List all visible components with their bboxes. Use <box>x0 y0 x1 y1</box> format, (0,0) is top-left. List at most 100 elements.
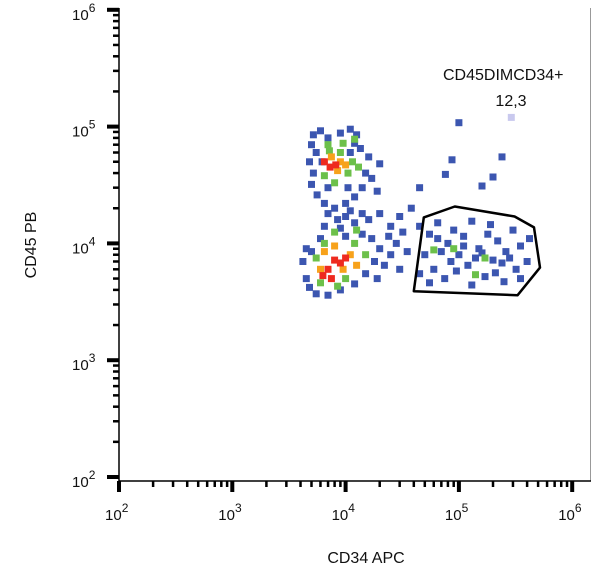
event-point <box>336 286 344 294</box>
event-point <box>334 167 342 175</box>
event-point <box>358 230 366 238</box>
event-point <box>309 131 317 139</box>
event-point <box>324 134 332 142</box>
event-point <box>426 279 433 287</box>
event-point <box>509 226 517 234</box>
event-point <box>507 113 515 121</box>
event-point <box>324 141 332 149</box>
event-point <box>441 275 449 283</box>
event-point <box>320 248 328 256</box>
event-point <box>371 258 378 265</box>
event-point <box>464 261 472 269</box>
event-point <box>487 221 494 229</box>
event-point <box>365 216 373 224</box>
event-point <box>455 251 463 259</box>
event-point <box>376 210 384 218</box>
event-point <box>468 217 476 225</box>
event-point <box>399 228 407 236</box>
event-point <box>331 242 339 250</box>
x-tick-label: 104 <box>332 501 356 524</box>
event-point <box>346 207 354 215</box>
event-point <box>342 161 350 169</box>
event-point <box>434 235 442 243</box>
event-point <box>339 139 347 147</box>
event-point <box>450 245 458 253</box>
event-point <box>526 235 533 243</box>
event-point <box>324 265 332 273</box>
x-tick-label: 102 <box>105 501 129 524</box>
event-point <box>498 153 506 161</box>
event-point <box>481 254 489 262</box>
event-point <box>517 275 524 283</box>
event-point <box>380 261 388 269</box>
axis-ticks: 102 103 104 105 106 102 103 104 105 106 <box>72 1 582 524</box>
event-point <box>334 282 342 290</box>
event-point <box>358 184 366 192</box>
event-point <box>362 270 370 278</box>
event-point <box>353 131 361 139</box>
event-point <box>339 265 347 273</box>
event-point <box>387 251 395 259</box>
event-point <box>353 261 361 269</box>
event-point <box>312 290 320 298</box>
event-point <box>447 258 455 265</box>
event-point <box>334 216 342 224</box>
event-point <box>460 242 468 250</box>
event-point <box>336 129 344 137</box>
y-axis-label: CD45 PB <box>23 212 40 279</box>
event-point <box>448 156 456 164</box>
event-point <box>478 249 486 257</box>
event-point <box>325 147 333 155</box>
event-point <box>478 182 486 190</box>
event-point <box>331 204 339 212</box>
event-point <box>358 210 366 218</box>
event-point <box>309 169 317 177</box>
event-point <box>416 270 424 278</box>
event-point <box>308 141 315 149</box>
event-point <box>317 265 324 273</box>
event-point <box>346 149 354 156</box>
event-point <box>336 149 344 156</box>
event-point <box>317 127 324 135</box>
x-tick-label: 105 <box>445 501 469 524</box>
event-point <box>351 239 359 247</box>
events-layer <box>299 113 533 299</box>
event-point <box>407 204 415 212</box>
event-point <box>351 193 359 201</box>
event-point <box>320 239 328 247</box>
event-point <box>472 271 479 279</box>
gate-name-label: CD45DIMCD34+ <box>443 67 563 84</box>
event-point <box>327 153 335 161</box>
event-point <box>336 259 344 267</box>
event-point <box>342 199 350 207</box>
event-point <box>324 291 332 299</box>
event-point <box>312 149 320 156</box>
event-point <box>403 248 411 256</box>
event-point <box>494 237 502 245</box>
event-point <box>346 251 354 259</box>
event-point <box>320 172 328 180</box>
event-point <box>426 230 433 238</box>
event-point <box>324 184 332 192</box>
gate-polygon[interactable] <box>412 205 542 297</box>
event-point <box>308 248 315 256</box>
event-point <box>351 135 359 143</box>
event-point <box>355 163 362 171</box>
event-point <box>368 235 376 243</box>
event-point <box>444 239 452 247</box>
event-point <box>468 281 476 289</box>
event-point <box>472 254 479 262</box>
event-point <box>484 230 492 238</box>
event-point <box>320 199 328 207</box>
event-point <box>416 184 424 192</box>
gate-value-label: 12,3 <box>495 93 526 110</box>
event-point <box>308 180 315 188</box>
y-tick-label: 102 <box>72 468 96 491</box>
event-point <box>342 275 350 283</box>
event-point <box>416 222 424 230</box>
event-point <box>302 245 310 253</box>
event-point <box>349 158 356 166</box>
event-point <box>434 219 442 227</box>
event-point <box>302 275 310 283</box>
